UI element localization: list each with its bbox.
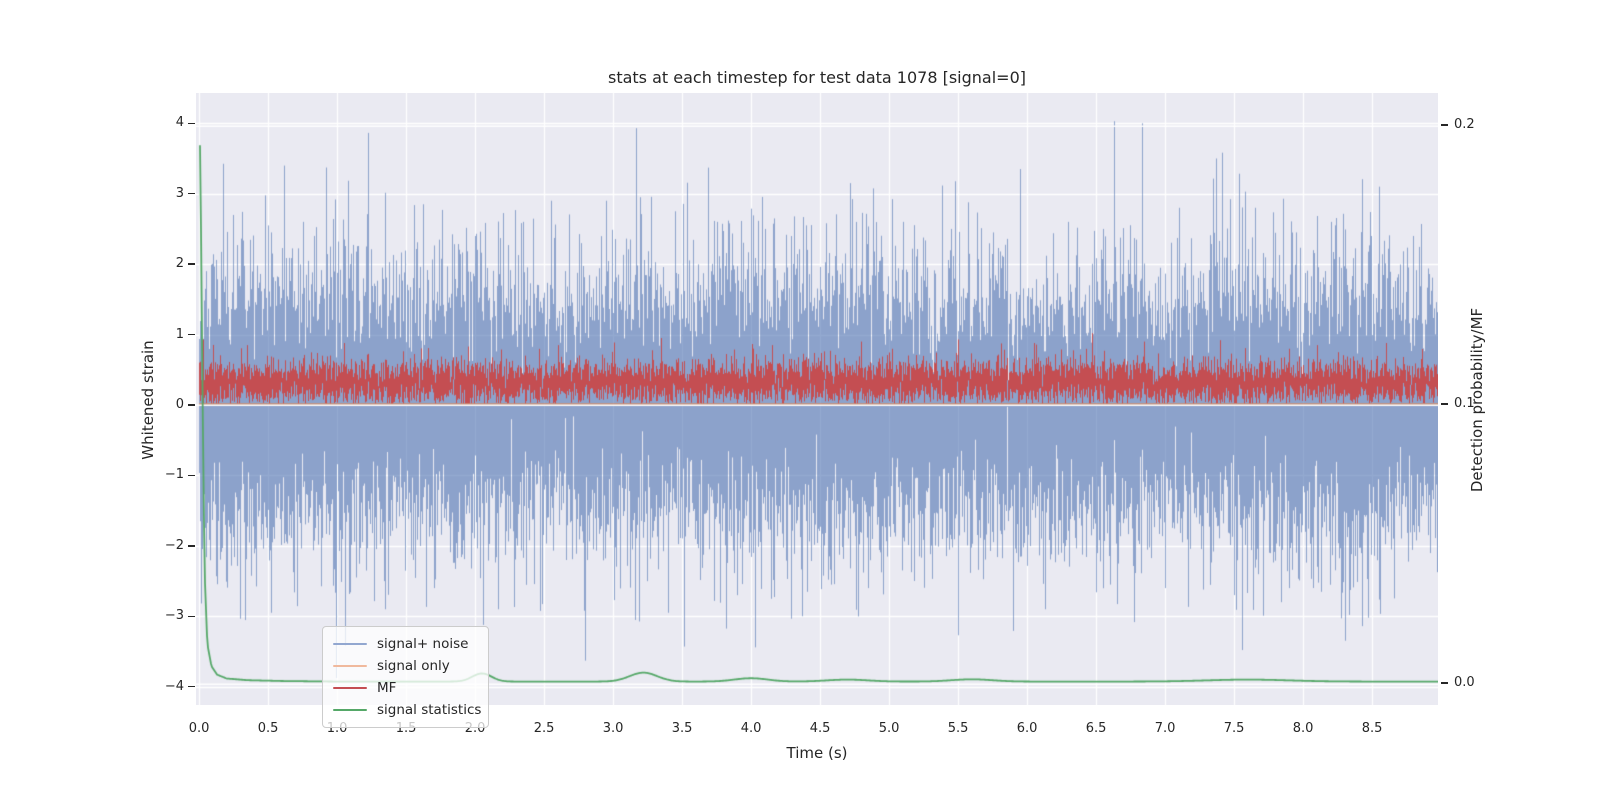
- tick-mark: [188, 474, 195, 477]
- legend-item: signal statistics: [333, 699, 482, 721]
- tick-mark: [1441, 124, 1448, 126]
- legend-swatch: [333, 708, 367, 712]
- tick-mark: [1441, 682, 1448, 684]
- tick-label: 3: [175, 185, 184, 201]
- tick-label: 0.1: [1454, 396, 1475, 412]
- tick-mark: [188, 615, 195, 617]
- tick-mark: [188, 404, 195, 406]
- legend-label: signal statistics: [377, 702, 482, 718]
- tick-label: −4: [164, 678, 184, 694]
- tick-label: 2.5: [533, 721, 555, 736]
- tick-label: 4.5: [809, 721, 831, 736]
- tick-label: 0.0: [188, 721, 210, 736]
- tick-mark: [188, 333, 195, 336]
- y-axis-label-right: Detection probability/MF: [1468, 307, 1486, 493]
- tick-label: 0.5: [257, 721, 279, 736]
- legend-swatch: [333, 686, 367, 690]
- y-axis-label-left: Whitened strain: [139, 340, 157, 460]
- tick-label: 4: [175, 115, 184, 131]
- chart-title: stats at each timestep for test data 107…: [607, 68, 1026, 87]
- tick-label: 0.2: [1454, 117, 1475, 133]
- tick-label: −2: [164, 537, 184, 553]
- legend-label: signal+ noise: [377, 636, 469, 652]
- tick-label: 4.0: [740, 721, 762, 736]
- legend-swatch: [333, 664, 367, 668]
- tick-mark: [188, 545, 195, 547]
- legend: signal+ noise signal only MF signal statist…: [322, 626, 489, 728]
- tick-mark: [188, 685, 195, 688]
- tick-label: 8.5: [1361, 721, 1383, 736]
- legend-item: MF: [333, 677, 478, 699]
- tick-label: 1: [175, 326, 184, 342]
- tick-label: 7.5: [1223, 721, 1245, 736]
- tick-label: 7.0: [1154, 721, 1176, 736]
- tick-label: 6.5: [1085, 721, 1107, 736]
- legend-label: MF: [377, 680, 397, 696]
- tick-label: 0.0: [1454, 674, 1475, 690]
- tick-mark: [1441, 403, 1448, 405]
- tick-label: 5.5: [947, 721, 969, 736]
- tick-label: −3: [164, 608, 184, 624]
- tick-label: 3.0: [602, 721, 624, 736]
- legend-swatch: [333, 642, 367, 646]
- tick-label: 8.0: [1292, 721, 1314, 736]
- tick-label: 6.0: [1016, 721, 1038, 736]
- x-axis-label: Time (s): [786, 744, 848, 762]
- tick-mark: [188, 192, 195, 195]
- tick-mark: [188, 122, 195, 125]
- plot-area: [196, 93, 1438, 705]
- tick-mark: [188, 263, 195, 265]
- legend-label: signal only: [377, 658, 450, 674]
- legend-item: signal only: [333, 655, 478, 677]
- legend-item: signal+ noise: [333, 633, 478, 655]
- tick-label: 5.0: [878, 721, 900, 736]
- tick-label: 2: [175, 256, 184, 272]
- tick-label: −1: [164, 467, 184, 483]
- tick-label: 0: [175, 396, 184, 412]
- tick-label: 3.5: [671, 721, 693, 736]
